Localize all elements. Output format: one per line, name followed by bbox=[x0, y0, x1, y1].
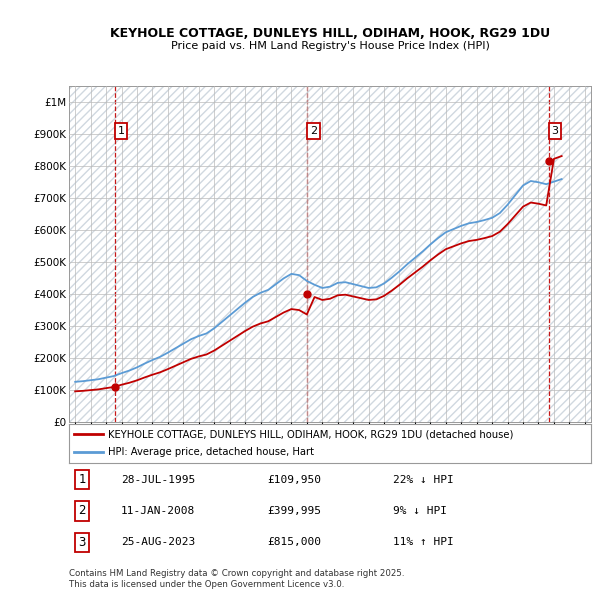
Text: 2: 2 bbox=[78, 504, 86, 517]
Text: KEYHOLE COTTAGE, DUNLEYS HILL, ODIHAM, HOOK, RG29 1DU: KEYHOLE COTTAGE, DUNLEYS HILL, ODIHAM, H… bbox=[110, 27, 550, 40]
Text: 3: 3 bbox=[79, 536, 86, 549]
Text: 28-JUL-1995: 28-JUL-1995 bbox=[121, 474, 196, 484]
Text: 11% ↑ HPI: 11% ↑ HPI bbox=[392, 537, 454, 548]
Text: 9% ↓ HPI: 9% ↓ HPI bbox=[392, 506, 446, 516]
Text: 1: 1 bbox=[118, 126, 125, 136]
Text: Price paid vs. HM Land Registry's House Price Index (HPI): Price paid vs. HM Land Registry's House … bbox=[170, 41, 490, 51]
Text: 25-AUG-2023: 25-AUG-2023 bbox=[121, 537, 196, 548]
Text: 11-JAN-2008: 11-JAN-2008 bbox=[121, 506, 196, 516]
Text: 2: 2 bbox=[310, 126, 317, 136]
Text: £399,995: £399,995 bbox=[268, 506, 322, 516]
Text: HPI: Average price, detached house, Hart: HPI: Average price, detached house, Hart bbox=[108, 447, 314, 457]
Text: 22% ↓ HPI: 22% ↓ HPI bbox=[392, 474, 454, 484]
Text: £815,000: £815,000 bbox=[268, 537, 322, 548]
Text: Contains HM Land Registry data © Crown copyright and database right 2025.
This d: Contains HM Land Registry data © Crown c… bbox=[69, 569, 404, 589]
Text: 1: 1 bbox=[78, 473, 86, 486]
Text: KEYHOLE COTTAGE, DUNLEYS HILL, ODIHAM, HOOK, RG29 1DU (detached house): KEYHOLE COTTAGE, DUNLEYS HILL, ODIHAM, H… bbox=[108, 430, 514, 440]
Text: £109,950: £109,950 bbox=[268, 474, 322, 484]
Text: 3: 3 bbox=[551, 126, 559, 136]
